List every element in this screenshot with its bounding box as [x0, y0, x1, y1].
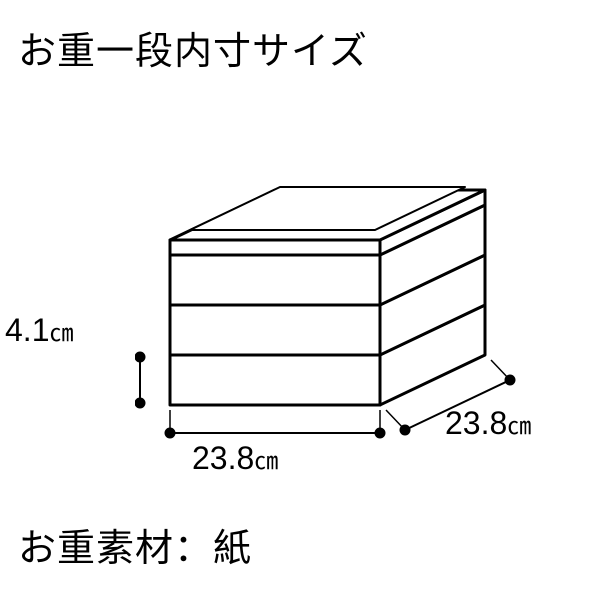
dim-height-label: 4.1㎝ [5, 312, 73, 349]
stacked-box [170, 187, 485, 405]
layer-2-front [170, 305, 380, 355]
dim-height [136, 353, 145, 408]
lid-front [170, 240, 380, 255]
dim-width-label: 23.8㎝ [192, 440, 278, 477]
title: お重一段内寸サイズ [18, 20, 368, 75]
material-label: お重素材：紙 [18, 517, 252, 572]
layer-1-front [170, 255, 380, 305]
layer-3-front [170, 355, 380, 405]
dim-depth-label: 23.8㎝ [445, 405, 531, 442]
dim-width [166, 410, 385, 438]
